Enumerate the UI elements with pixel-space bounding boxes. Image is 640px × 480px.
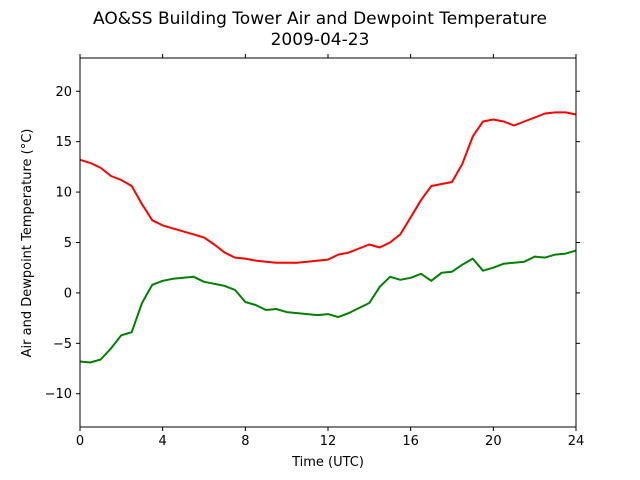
x-tick-label: 0 xyxy=(76,434,84,449)
y-tick-label: 15 xyxy=(55,135,72,150)
y-tick-label: 0 xyxy=(64,286,72,301)
y-tick-label: 5 xyxy=(64,236,72,251)
x-tick-label: 16 xyxy=(402,434,419,449)
series-line-2 xyxy=(79,249,577,364)
x-tick-label: 20 xyxy=(485,434,502,449)
plot-area: 0 4 8 12 16 20 24 −10 −5 0 5 10 15 20 xyxy=(45,54,585,449)
y-tick-label: −5 xyxy=(53,337,72,352)
x-axis-label: Time (UTC) xyxy=(291,455,364,470)
x-tick-label: 4 xyxy=(159,434,167,449)
series-line-1 xyxy=(79,111,577,264)
y-axis-label: Air and Dewpoint Temperature (°C) xyxy=(20,129,35,358)
chart-subtitle: 2009-04-23 xyxy=(271,30,370,50)
x-tick-label: 8 xyxy=(241,434,249,449)
y-tick-label: −10 xyxy=(45,387,72,402)
x-tick-label: 24 xyxy=(568,434,585,449)
chart-title: AO&SS Building Tower Air and Dewpoint Te… xyxy=(93,9,547,29)
y-tick-label: 10 xyxy=(55,186,72,201)
x-tick-label: 12 xyxy=(320,434,337,449)
y-tick-label: 20 xyxy=(55,85,72,100)
plot-frame xyxy=(79,57,577,428)
